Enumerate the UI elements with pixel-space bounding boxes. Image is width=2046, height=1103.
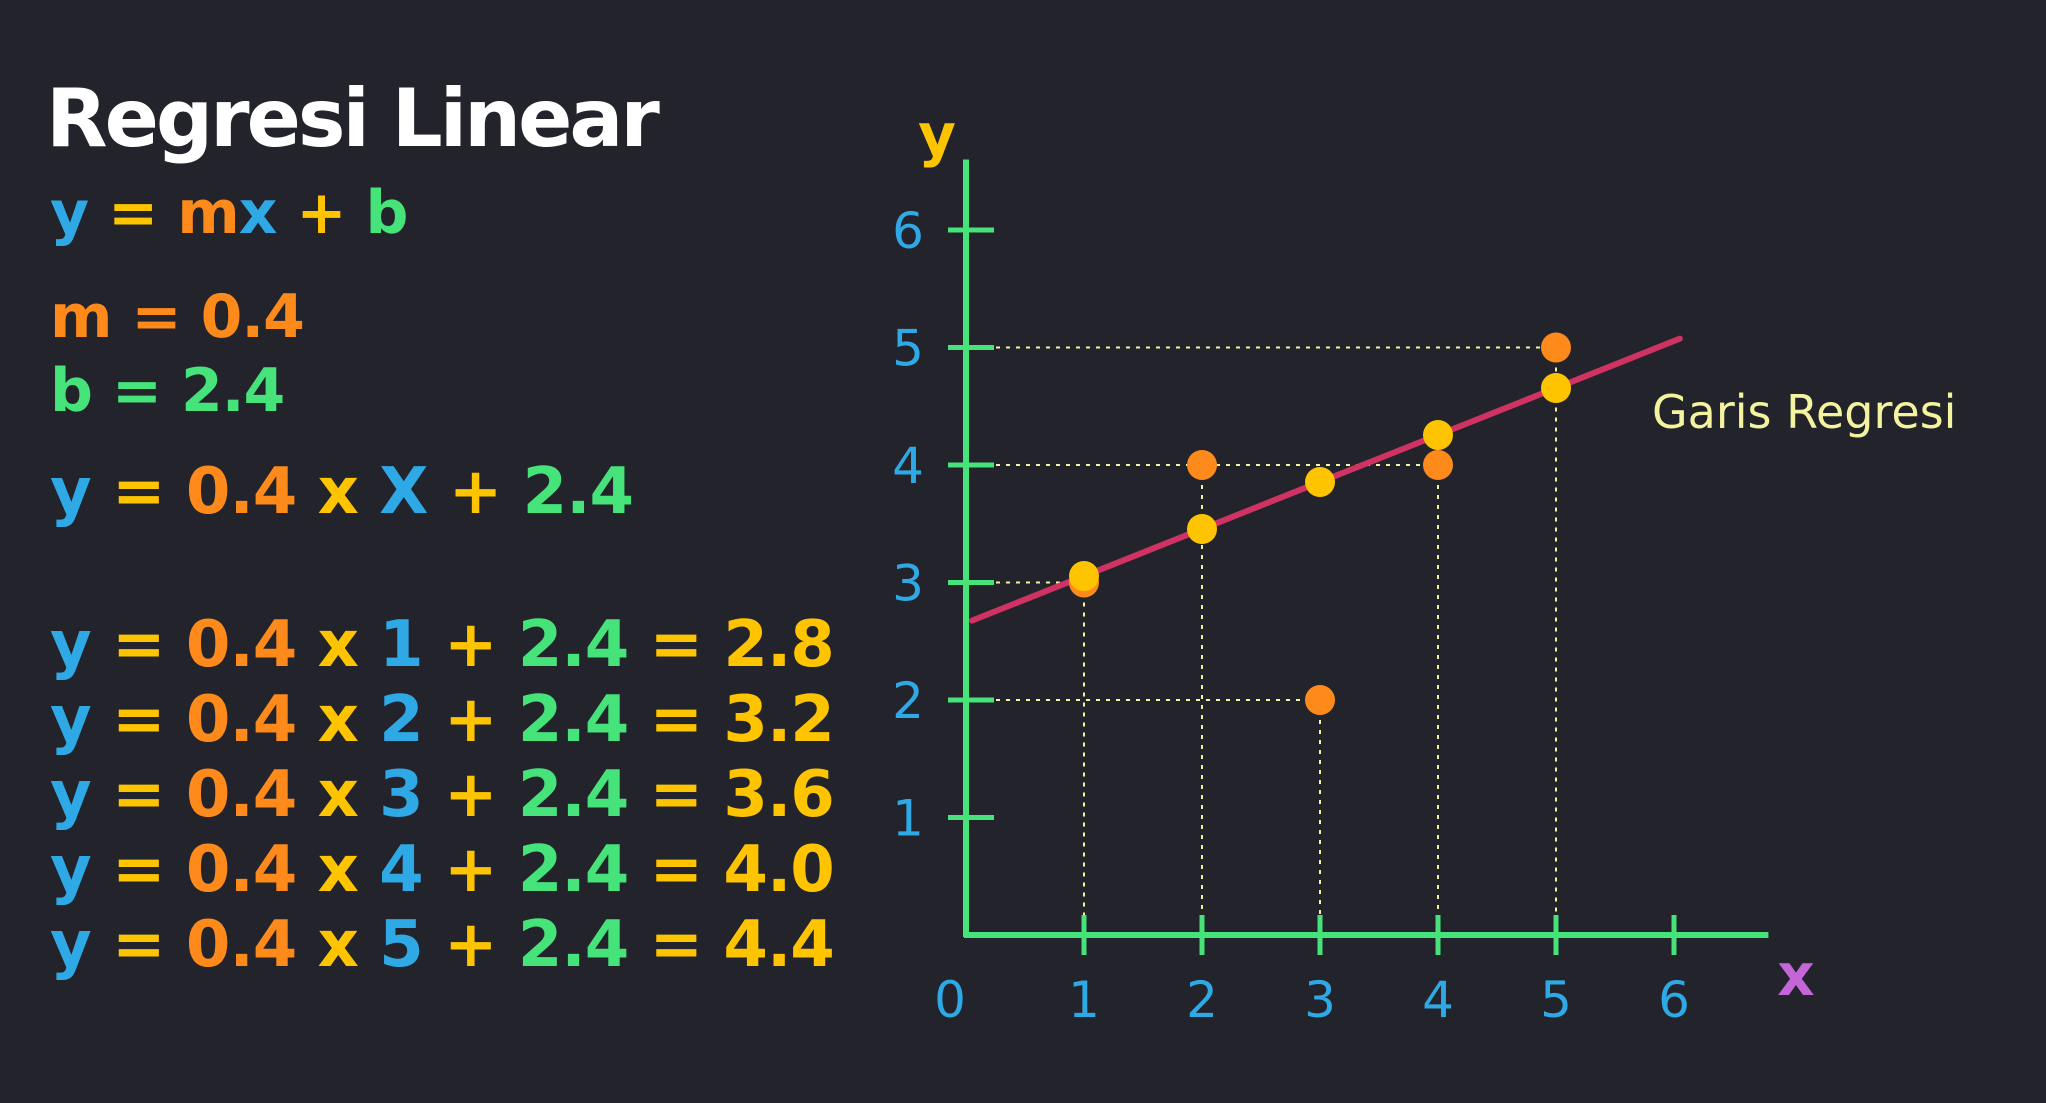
x-tick-label: 5 [1540, 971, 1572, 1029]
y-tick-label: 2 [892, 672, 924, 730]
eq-equals: = [108, 178, 158, 248]
gen-times: x [317, 455, 359, 529]
calc-x: 1 [379, 608, 424, 682]
calc-plus: + [443, 908, 498, 982]
calc-plus: + [443, 683, 498, 757]
page-title: Regresi Linear [46, 72, 660, 165]
calc-eq2: = [649, 833, 704, 907]
actual-point [1541, 332, 1571, 363]
calc-eq: = [112, 758, 166, 832]
calc-b: 2.4 [517, 908, 629, 982]
calc-times: x [317, 608, 359, 682]
y-tick-label: 1 [892, 790, 924, 848]
calc-result: 4.0 [723, 833, 834, 907]
calc-x: 5 [379, 908, 424, 982]
gen-X: X [379, 455, 428, 529]
calc-eq2: = [649, 608, 704, 682]
predicted-point [1541, 373, 1571, 403]
regression-label: Garis Regresi [1652, 385, 1956, 439]
calc-y: y [50, 683, 92, 757]
actual-point [1423, 450, 1453, 480]
calc-result: 3.2 [723, 683, 834, 757]
calc-eq: = [112, 608, 166, 682]
calc-result: 3.6 [723, 758, 834, 832]
calc-m: 0.4 [185, 608, 297, 682]
x-tick-label: 6 [1658, 971, 1690, 1029]
y-tick-label: 5 [892, 320, 924, 378]
calc-b: 2.4 [517, 758, 629, 832]
calc-eq2: = [649, 908, 704, 982]
x-axis-label: x [1777, 941, 1814, 1009]
calc-row-2: y = 0.4 x 2 + 2.4 = 3.2 [50, 683, 835, 757]
eq-mx: m [177, 178, 240, 248]
equation-line: y = mx + b [50, 178, 408, 248]
x-tick-label: 3 [1304, 971, 1336, 1029]
calc-y: y [50, 908, 92, 982]
eq-b: b [365, 178, 408, 248]
eq-y: y [50, 178, 89, 248]
calc-m: 0.4 [185, 758, 297, 832]
x-tick-label: 2 [1186, 971, 1218, 1029]
calc-eq2: = [649, 683, 704, 757]
predicted-point [1069, 561, 1099, 591]
calc-eq: = [112, 683, 166, 757]
predicted-point [1305, 467, 1335, 497]
calc-x: 2 [379, 683, 424, 757]
calc-row-3: y = 0.4 x 3 + 2.4 = 3.6 [50, 758, 835, 832]
calc-plus: + [443, 758, 498, 832]
calc-eq: = [112, 908, 166, 982]
m-value-line: m = 0.4 [50, 282, 305, 352]
x-tick-label: 1 [1068, 971, 1100, 1029]
b-value-line: b = 2.4 [50, 356, 285, 426]
gen-b: 2.4 [522, 455, 634, 529]
calc-y: y [50, 758, 92, 832]
calc-plus: + [443, 833, 498, 907]
calc-row-4: y = 0.4 x 4 + 2.4 = 4.0 [50, 833, 835, 907]
calc-m: 0.4 [185, 683, 297, 757]
general-equation: y = 0.4 x X + 2.4 [50, 455, 634, 529]
actual-point [1305, 685, 1335, 715]
calc-times: x [317, 908, 359, 982]
gen-m: 0.4 [185, 455, 297, 529]
calc-times: x [317, 683, 359, 757]
calc-x: 4 [379, 833, 424, 907]
calc-eq2: = [649, 758, 704, 832]
calc-m: 0.4 [185, 833, 297, 907]
predicted-point [1423, 420, 1453, 450]
y-tick-label: 6 [892, 202, 924, 260]
x-tick-label: 4 [1422, 971, 1454, 1029]
gen-y: y [50, 455, 92, 529]
calc-times: x [317, 758, 359, 832]
calc-b: 2.4 [517, 608, 629, 682]
calc-m: 0.4 [185, 908, 297, 982]
calc-y: y [50, 608, 92, 682]
calc-y: y [50, 833, 92, 907]
calc-row-5: y = 0.4 x 5 + 2.4 = 4.4 [50, 908, 835, 982]
x-tick-label: 0 [934, 971, 966, 1029]
gen-equals: = [112, 455, 166, 529]
actual-point [1187, 450, 1217, 480]
y-tick-label: 4 [892, 437, 924, 495]
y-axis-label: y [918, 101, 956, 169]
calc-result: 2.8 [723, 608, 834, 682]
calc-eq: = [112, 833, 166, 907]
calc-result: 4.4 [723, 908, 834, 982]
y-tick-label: 3 [892, 555, 924, 613]
eq-plus: + [296, 178, 346, 248]
calc-plus: + [443, 608, 498, 682]
predicted-point [1187, 514, 1217, 544]
calc-row-1: y = 0.4 x 1 + 2.4 = 2.8 [50, 608, 835, 682]
gen-plus: + [448, 455, 503, 529]
eq-x: x [238, 178, 278, 248]
calc-times: x [317, 833, 359, 907]
calc-b: 2.4 [517, 833, 629, 907]
calc-b: 2.4 [517, 683, 629, 757]
calc-x: 3 [379, 758, 424, 832]
